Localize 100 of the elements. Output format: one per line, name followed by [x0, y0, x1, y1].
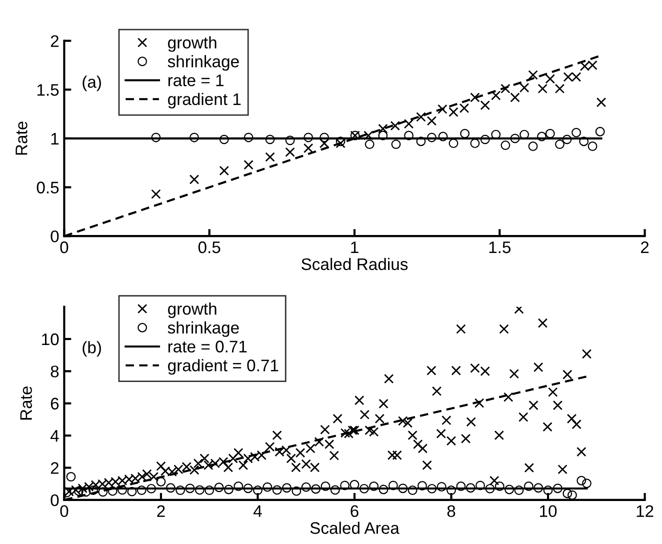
point	[234, 482, 244, 491]
point	[190, 132, 199, 142]
point	[253, 486, 262, 495]
point	[554, 84, 565, 94]
point	[204, 486, 214, 495]
point	[470, 138, 480, 148]
point	[378, 124, 388, 134]
point	[588, 142, 598, 151]
point	[579, 136, 589, 146]
point	[545, 128, 555, 138]
point	[448, 138, 458, 148]
point	[567, 490, 577, 500]
x-tick-label: 0	[60, 505, 68, 518]
point	[151, 132, 161, 142]
x-tick-label: 1.5	[489, 242, 511, 254]
x-axis-title: Scaled Radius	[302, 258, 408, 270]
legend-label: shrinkage	[168, 321, 239, 337]
point	[388, 480, 398, 490]
x-tick-label: 0.5	[198, 241, 220, 254]
y-tick-label: 2	[50, 35, 59, 47]
point	[185, 484, 195, 494]
point	[156, 477, 166, 486]
x-tick-label: 10	[540, 505, 557, 518]
annotation: (a)	[82, 76, 101, 92]
point	[466, 483, 476, 493]
point	[538, 84, 548, 94]
point	[244, 160, 254, 170]
point	[243, 484, 253, 494]
point	[543, 486, 553, 495]
point	[108, 486, 118, 496]
point	[514, 486, 524, 495]
point	[576, 476, 586, 486]
point	[311, 484, 321, 494]
point	[369, 482, 379, 491]
point	[500, 84, 510, 94]
y-tick-label: 8	[50, 366, 59, 378]
point	[562, 488, 572, 498]
point	[364, 130, 374, 140]
point	[552, 484, 562, 494]
point	[301, 482, 311, 492]
legend-label: growth	[168, 36, 216, 52]
point	[572, 128, 581, 138]
point	[320, 132, 330, 142]
y-tick-label: 1.5	[37, 84, 59, 96]
y-axis-title: Rate	[16, 122, 28, 155]
point	[460, 128, 470, 138]
point	[390, 120, 400, 131]
legend-label: growth	[168, 302, 216, 318]
point	[391, 140, 401, 150]
point	[510, 92, 520, 102]
point	[416, 136, 426, 146]
point	[404, 130, 414, 140]
point	[136, 486, 146, 495]
x-tick-label: 1	[351, 242, 358, 254]
x-tick-label: 6	[350, 505, 358, 518]
point	[320, 482, 330, 491]
legend-label: rate = 1	[168, 74, 224, 86]
point	[359, 484, 369, 494]
point	[330, 485, 340, 495]
y-tick-label: 0.5	[36, 182, 59, 194]
point	[265, 134, 275, 144]
point	[519, 82, 530, 93]
x-tick-label: 12	[636, 505, 654, 517]
point	[427, 484, 437, 494]
point	[146, 484, 156, 494]
point	[562, 134, 572, 144]
y-tick-label: 2	[50, 462, 59, 474]
point	[545, 74, 556, 84]
y-tick-label: 0	[50, 494, 59, 506]
point	[438, 104, 448, 114]
point	[151, 189, 161, 199]
point	[166, 483, 176, 493]
legend-label: gradient 1	[168, 92, 241, 108]
point	[555, 140, 564, 150]
point	[436, 482, 446, 492]
point	[282, 483, 292, 493]
point	[364, 140, 374, 150]
point	[446, 486, 456, 495]
point	[438, 132, 448, 142]
point	[98, 487, 108, 497]
legend-label: gradient = 0.71	[168, 359, 278, 375]
point	[378, 484, 388, 494]
y-tick-label: 6	[50, 398, 59, 410]
point	[304, 132, 314, 142]
point	[319, 138, 330, 148]
point	[219, 166, 230, 176]
y-tick-label: 4	[50, 430, 59, 442]
legend-label: rate = 0.71	[168, 340, 247, 352]
point	[214, 482, 224, 492]
point	[494, 482, 504, 491]
point	[500, 140, 510, 150]
point	[219, 134, 229, 144]
point	[480, 100, 490, 110]
point	[418, 481, 427, 490]
x-axis-title: Scaled Area	[310, 522, 400, 534]
point	[189, 174, 200, 184]
point	[537, 132, 546, 142]
point	[244, 132, 254, 142]
point	[426, 116, 437, 126]
point	[510, 134, 520, 144]
